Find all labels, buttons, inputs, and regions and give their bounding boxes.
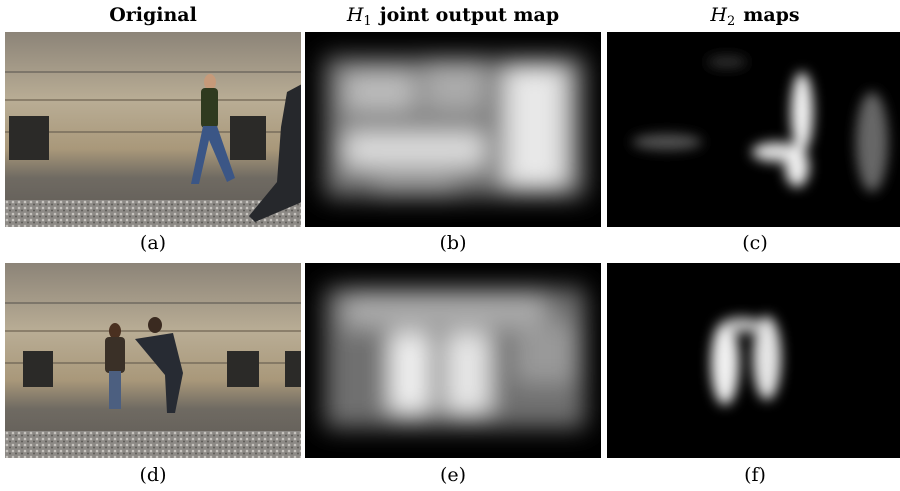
heatmap xyxy=(305,263,601,458)
caption: (b) xyxy=(440,232,467,254)
caption: (f) xyxy=(744,464,766,486)
header-text: joint output map xyxy=(378,4,559,26)
subscript: 1 xyxy=(363,14,371,29)
caption: (d) xyxy=(140,464,167,486)
photo xyxy=(5,263,301,458)
column-header: H2 maps xyxy=(709,4,799,29)
caption: (a) xyxy=(140,232,166,254)
column-header: Original xyxy=(109,4,197,26)
caption: (c) xyxy=(742,232,767,254)
subscript: 2 xyxy=(727,14,735,29)
column-header: H1 joint output map xyxy=(346,4,559,29)
heatmap xyxy=(305,32,601,227)
symbol: H xyxy=(709,4,727,26)
header-text: maps xyxy=(743,4,799,26)
figure: Original H1joint output map H2maps xyxy=(0,0,900,491)
heatmap xyxy=(607,263,900,458)
caption: (e) xyxy=(440,464,466,486)
photo xyxy=(5,32,302,227)
page: {"headers": [ {"text": "Original"}, {"va… xyxy=(0,0,900,491)
symbol: H xyxy=(346,4,364,26)
heatmap xyxy=(607,32,900,227)
